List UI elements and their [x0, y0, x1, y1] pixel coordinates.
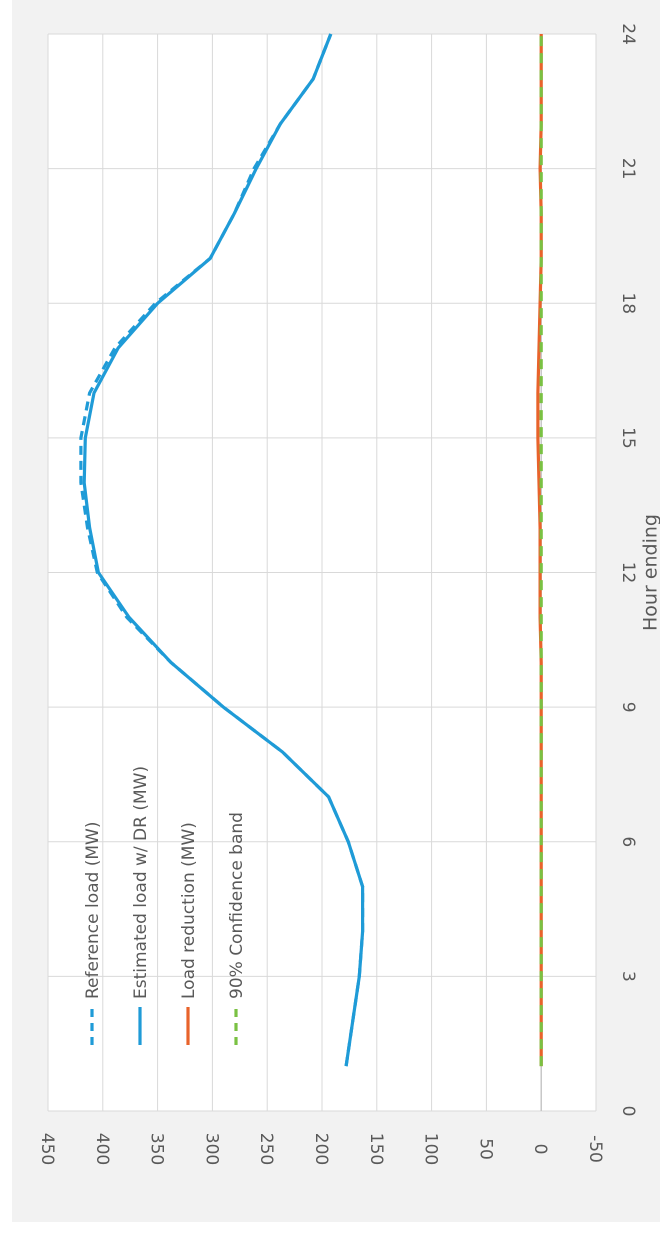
x-tick-label: 15: [618, 427, 638, 449]
x-tick-label: 3: [618, 971, 638, 982]
y-tick-label: -50: [585, 1135, 605, 1163]
tick-labels: 0 3 6 9 12 15 18 21 24 -50 0 50 100 150 200 250 300 350 40…: [37, 23, 638, 1165]
axis-titles: Hour ending: [640, 514, 660, 631]
series-line-1: [79, 33, 365, 1067]
y-tick-label: 150: [366, 1133, 386, 1165]
y-tick-label: 400: [92, 1133, 112, 1165]
series-lines: [79, 33, 543, 1067]
x-axis-title: Hour ending: [640, 514, 660, 631]
y-tick-label: 450: [37, 1133, 57, 1165]
x-tick-label: 24: [618, 23, 638, 45]
y-tick-label: 50: [475, 1138, 495, 1160]
legend-label: Estimated load w/ DR (MW): [131, 766, 151, 999]
x-tick-label: 18: [618, 292, 638, 314]
legend: Reference load (MW) Estimated load w/ DR …: [83, 766, 247, 1045]
x-tick-label: 21: [618, 158, 638, 180]
legend-label: Load reduction (MW): [179, 822, 199, 999]
y-tick-label: 200: [311, 1133, 331, 1165]
x-tick-label: 9: [618, 702, 638, 713]
y-tick-label: 350: [147, 1133, 167, 1165]
chart-frame: 0 3 6 9 12 15 18 21 24 -50 0 50 100 150 200 250 300 350 40…: [12, 0, 660, 1222]
x-tick-label: 12: [618, 562, 638, 584]
load-chart: 0 3 6 9 12 15 18 21 24 -50 0 50 100 150 200 250 300 350 40…: [37, 23, 660, 1165]
legend-label: Reference load (MW): [83, 822, 103, 1000]
y-tick-label: 300: [201, 1133, 221, 1165]
y-tick-label: 0: [530, 1144, 550, 1155]
y-tick-label: 100: [421, 1133, 441, 1165]
x-tick-label: 6: [618, 836, 638, 847]
y-tick-label: 250: [256, 1133, 276, 1165]
legend-label: 90% Confidence band: [227, 812, 247, 999]
x-tick-label: 0: [618, 1106, 638, 1117]
